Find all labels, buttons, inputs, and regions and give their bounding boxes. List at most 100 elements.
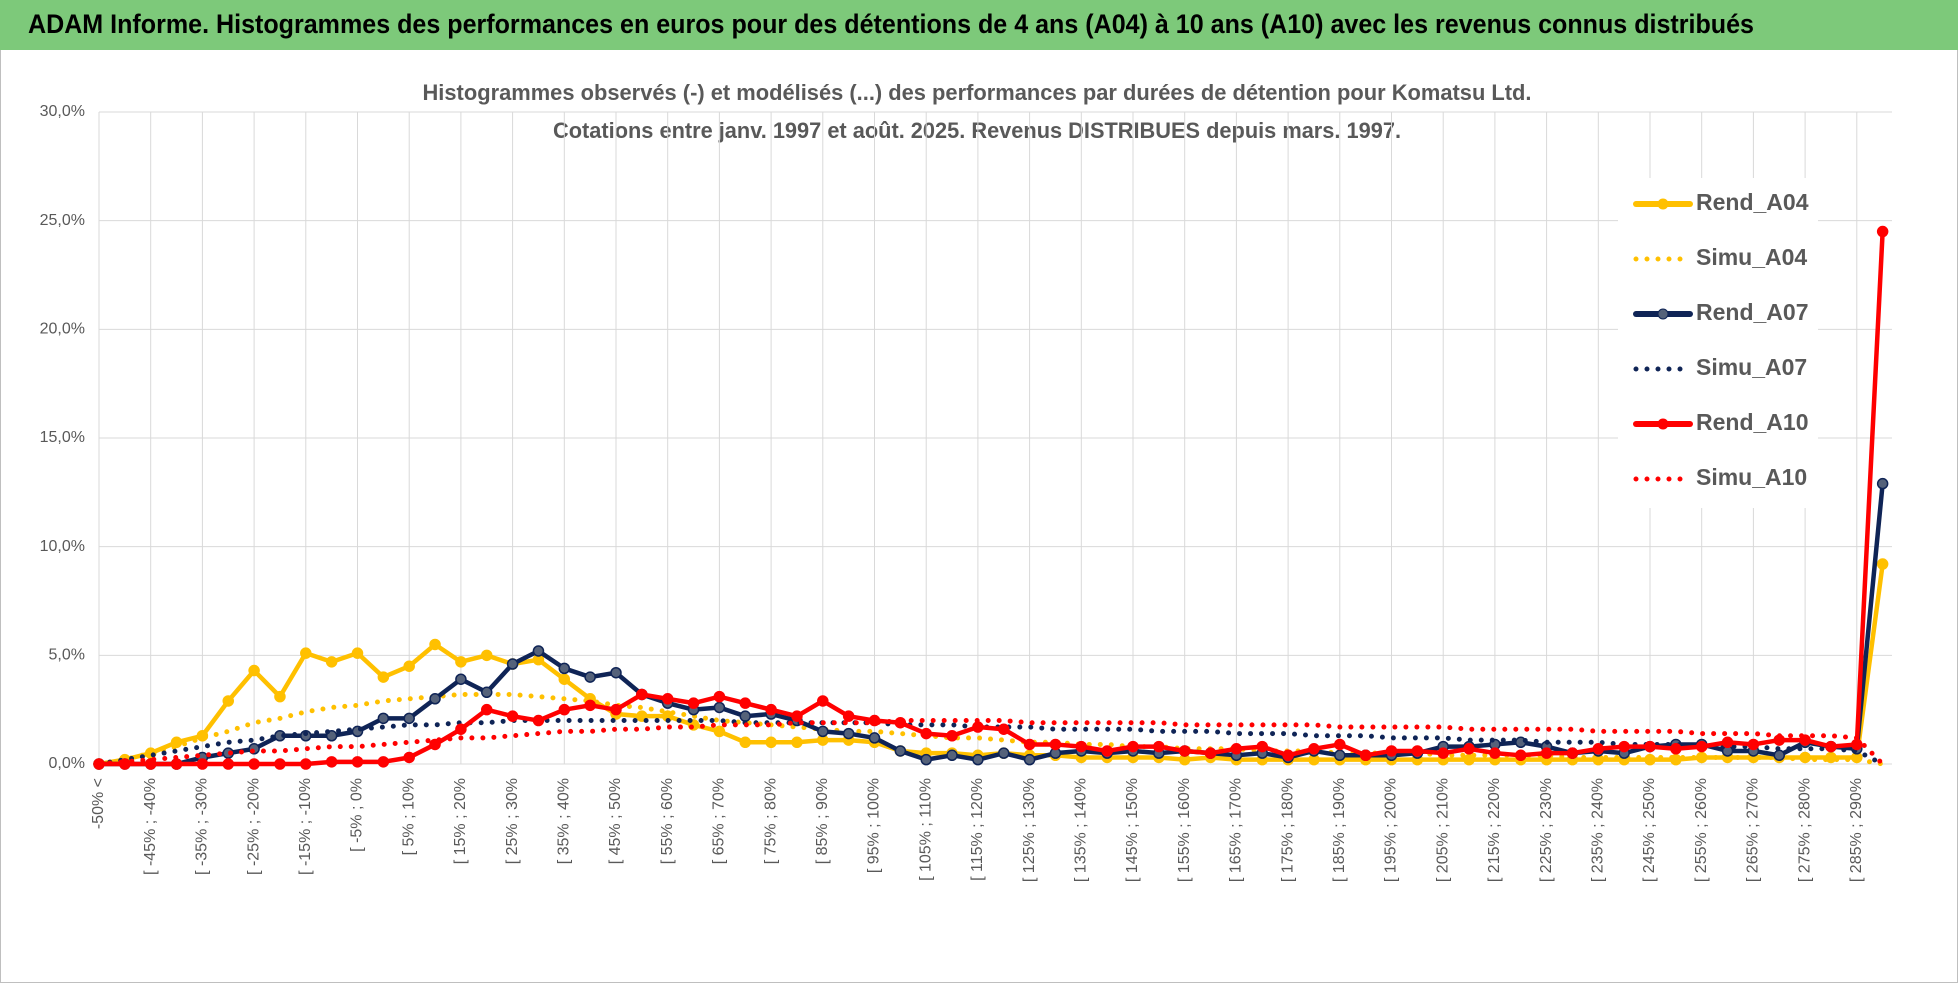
- point: [636, 688, 648, 701]
- point: [1204, 747, 1217, 759]
- legend-label: Rend_A04: [1696, 189, 1809, 215]
- point: [1747, 738, 1760, 751]
- point: [1334, 749, 1346, 762]
- x-tick-label: [ 5% ; 10%: [400, 778, 417, 855]
- point: [817, 695, 829, 707]
- point: [325, 756, 338, 768]
- point: [455, 673, 467, 685]
- point: [1825, 740, 1837, 753]
- x-tick-label: [ 85% ; 90%: [814, 778, 831, 864]
- x-tick-label: [ 265% ; 270%: [1745, 778, 1762, 882]
- x-tick-label: [ 15% ; 20%: [452, 778, 469, 864]
- point: [403, 660, 415, 672]
- point: [739, 736, 751, 749]
- x-tick-label: [ 185% ; 190%: [1331, 778, 1348, 882]
- x-tick-label: [ 45% ; 50%: [607, 778, 624, 864]
- y-tick-label: 5,0%: [49, 647, 85, 664]
- legend-marker: [1657, 418, 1669, 430]
- x-tick-label: [ 35% ; 40%: [556, 778, 573, 864]
- point: [687, 697, 700, 709]
- x-tick-label: [ -15% ; -10%: [297, 778, 314, 875]
- point: [1876, 225, 1889, 238]
- legend-marker: [1657, 308, 1669, 320]
- x-tick-label: [ 225% ; 230%: [1538, 778, 1555, 882]
- x-tick-label: [ 205% ; 210%: [1434, 778, 1451, 882]
- x-tick-label: [ 285% ; 290%: [1848, 778, 1865, 882]
- point: [1411, 745, 1424, 757]
- point: [1644, 740, 1656, 753]
- legend-box: [1618, 178, 1818, 508]
- point: [1489, 747, 1501, 759]
- point: [998, 747, 1010, 759]
- x-tick-label: [ 25% ; 30%: [504, 778, 521, 864]
- legend-label: Simu_A04: [1696, 244, 1807, 270]
- point: [1178, 745, 1191, 757]
- x-tick-label: [ 215% ; 220%: [1486, 778, 1503, 882]
- x-tick-label: [ 65% ; 70%: [711, 778, 728, 864]
- x-tick-label: [ 135% ; 140%: [1073, 778, 1090, 882]
- point: [481, 686, 493, 699]
- y-tick-label: 0,0%: [49, 755, 85, 772]
- point: [351, 756, 364, 768]
- legend-label: Simu_A10: [1696, 464, 1807, 490]
- point: [920, 727, 932, 740]
- point: [765, 703, 777, 716]
- y-tick-label: 20,0%: [40, 321, 85, 338]
- point: [1385, 745, 1398, 757]
- x-tick-label: [ 115% ; 120%: [969, 778, 986, 881]
- point: [481, 703, 493, 716]
- x-tick-label: [ -5% ; 0%: [349, 778, 366, 852]
- point: [532, 714, 545, 727]
- point: [1670, 743, 1682, 755]
- point: [1308, 743, 1320, 755]
- point: [274, 758, 286, 770]
- point: [300, 758, 312, 770]
- point: [1592, 743, 1605, 755]
- x-tick-label: [ 125% ; 130%: [1021, 778, 1038, 882]
- point: [972, 721, 984, 733]
- x-tick-label: [ 155% ; 160%: [1176, 778, 1193, 882]
- x-tick-label: [ 195% ; 200%: [1383, 778, 1400, 882]
- point: [481, 649, 493, 662]
- legend-label: Rend_A10: [1696, 409, 1808, 435]
- point: [558, 673, 571, 685]
- point: [506, 710, 519, 722]
- point: [1282, 749, 1294, 762]
- series-line: [96, 229, 1885, 767]
- header-band: [0, 0, 1958, 50]
- point: [868, 732, 881, 744]
- point: [713, 690, 726, 703]
- x-tick-label: [ 245% ; 250%: [1641, 778, 1658, 882]
- point: [1230, 743, 1243, 755]
- point: [222, 695, 234, 707]
- point: [1256, 740, 1268, 753]
- point: [584, 671, 596, 683]
- series-line: [96, 691, 1886, 767]
- point: [429, 693, 441, 705]
- point: [739, 710, 751, 722]
- legend-marker: [1657, 198, 1669, 210]
- legend-label: Simu_A07: [1696, 354, 1807, 380]
- point: [739, 697, 751, 709]
- point: [1876, 477, 1889, 490]
- point: [170, 758, 183, 770]
- series-line: [96, 718, 1886, 767]
- point: [1049, 738, 1062, 751]
- point: [325, 656, 338, 668]
- point: [558, 662, 571, 675]
- x-tick-label: [ 235% ; 240%: [1590, 778, 1607, 882]
- point: [1773, 749, 1785, 762]
- point: [1540, 747, 1553, 759]
- point: [791, 736, 803, 749]
- point: [1075, 740, 1088, 753]
- header-title: ADAM Informe. Histogrammes des performan…: [28, 9, 1754, 39]
- x-tick-label: [ 105% ; 110%: [917, 778, 934, 881]
- point: [1101, 745, 1113, 757]
- point: [1876, 558, 1889, 570]
- point: [506, 658, 519, 670]
- point: [1127, 740, 1139, 753]
- point: [532, 645, 545, 657]
- point: [765, 736, 777, 749]
- x-tick-label: [ -45% ; -40%: [142, 778, 159, 875]
